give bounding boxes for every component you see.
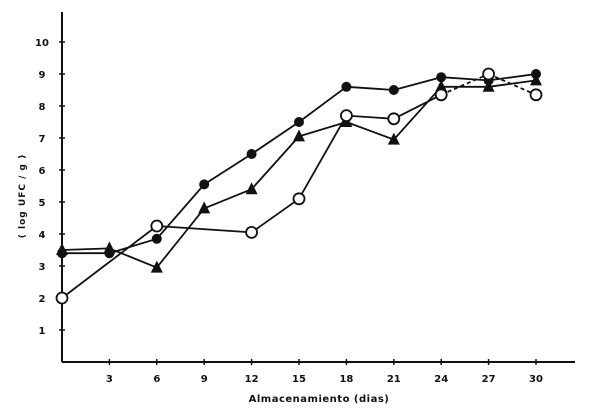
data-point [387, 112, 401, 126]
series-segment [346, 114, 394, 120]
y-tick-label: 1 [39, 326, 46, 337]
series-segment [298, 121, 347, 138]
series-filled-triangle [56, 73, 542, 273]
x-tick-label: 12 [245, 374, 259, 385]
x-tick-label: 6 [153, 374, 160, 385]
y-tick-label: 8 [39, 102, 46, 113]
series-segment [346, 85, 394, 91]
data-point [530, 73, 542, 86]
series-segment [250, 135, 300, 190]
series-segment [393, 93, 442, 120]
data-point [245, 225, 259, 239]
data-point [150, 219, 164, 233]
data-point [103, 241, 116, 254]
axes [59, 12, 575, 365]
data-point [245, 182, 258, 195]
series-filled-circle [57, 69, 541, 259]
data-point [55, 291, 69, 305]
series-segment [109, 247, 158, 269]
y-tick-label: 2 [39, 294, 46, 305]
series-segment [488, 73, 537, 82]
x-tick-label: 21 [387, 374, 401, 385]
series-segment [251, 121, 300, 155]
data-point [435, 79, 448, 92]
series-segment [488, 79, 537, 88]
data-point [294, 117, 304, 127]
series-segment [156, 207, 205, 269]
data-point [56, 243, 68, 255]
x-tick-label: 9 [201, 374, 208, 385]
x-axis-label: Almacenamiento (dias) [249, 394, 390, 405]
series-segment [393, 76, 442, 91]
y-tick-label: 5 [39, 198, 46, 209]
series-segment [251, 198, 300, 234]
data-point [150, 260, 163, 273]
series-segment [440, 73, 489, 96]
x-tick-label: 15 [292, 374, 306, 385]
series-segment [488, 73, 537, 96]
y-tick-label: 4 [39, 230, 46, 241]
series-segment [61, 225, 158, 299]
y-tick-label: 7 [39, 134, 46, 145]
x-tick-label: 18 [339, 374, 353, 385]
data-point [529, 88, 543, 102]
y-tick-label: 9 [39, 70, 46, 81]
data-point [482, 79, 495, 92]
data-point [341, 81, 352, 92]
data-point [436, 72, 447, 83]
series-segment [156, 225, 252, 234]
y-tick-label: 6 [39, 166, 46, 177]
x-tick-label: 27 [482, 374, 496, 385]
data-point [482, 67, 496, 81]
series-segment [61, 247, 110, 251]
series-segment [203, 188, 252, 210]
series-segment [441, 76, 489, 82]
data-point [246, 149, 257, 159]
y-axis-label: ( log UFC / g ) [18, 154, 28, 238]
data-point [292, 192, 306, 206]
series-segment [203, 153, 253, 186]
data-point [151, 233, 162, 244]
y-tick-label: 10 [35, 38, 49, 49]
y-tick-label: 3 [39, 262, 46, 273]
series-segment [156, 183, 205, 240]
x-tick-label: 3 [106, 374, 113, 385]
data-point [199, 179, 210, 190]
data-point [339, 109, 353, 122]
series-segment [298, 86, 347, 123]
data-point [434, 88, 448, 102]
series-segment [346, 121, 395, 141]
series-open-circle [55, 67, 543, 305]
series-group [55, 67, 543, 305]
data-point [388, 85, 399, 95]
data-point [293, 129, 305, 142]
x-tick-label: 30 [529, 374, 543, 385]
x-tick-label: 24 [434, 374, 448, 385]
data-point [387, 132, 400, 145]
series-segment [393, 86, 442, 141]
data-point [198, 201, 211, 214]
series-segment [298, 115, 348, 200]
